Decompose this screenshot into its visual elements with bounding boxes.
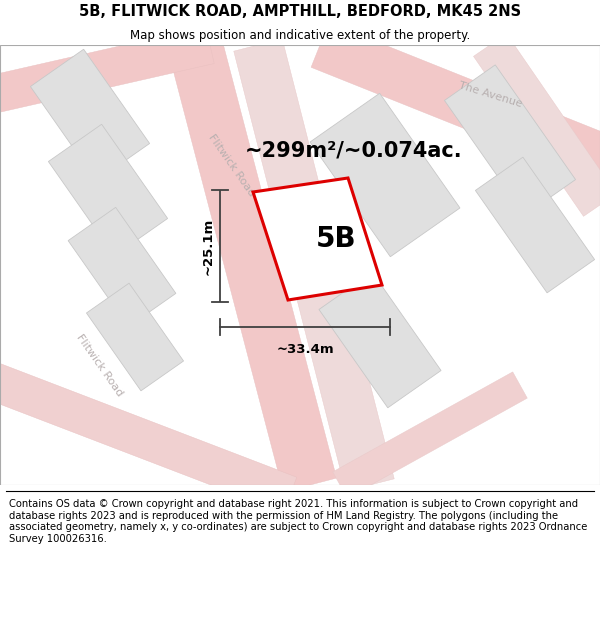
- Polygon shape: [311, 22, 600, 188]
- Polygon shape: [473, 34, 600, 216]
- Text: 5B, FLITWICK ROAD, AMPTHILL, BEDFORD, MK45 2NS: 5B, FLITWICK ROAD, AMPTHILL, BEDFORD, MK…: [79, 4, 521, 19]
- Polygon shape: [475, 157, 595, 293]
- Text: Flitwick Road: Flitwick Road: [207, 132, 257, 198]
- Text: ~33.4m: ~33.4m: [276, 343, 334, 356]
- Polygon shape: [445, 65, 575, 215]
- Text: Flitwick Road: Flitwick Road: [75, 332, 125, 398]
- Polygon shape: [310, 93, 460, 257]
- Text: ~25.1m: ~25.1m: [202, 217, 215, 274]
- Polygon shape: [253, 178, 382, 300]
- Text: Map shows position and indicative extent of the property.: Map shows position and indicative extent…: [130, 29, 470, 42]
- Polygon shape: [234, 39, 394, 491]
- Polygon shape: [169, 38, 337, 492]
- Text: Contains OS data © Crown copyright and database right 2021. This information is : Contains OS data © Crown copyright and d…: [9, 499, 587, 544]
- Polygon shape: [49, 124, 167, 256]
- Polygon shape: [86, 283, 184, 391]
- Polygon shape: [0, 362, 297, 512]
- Polygon shape: [68, 208, 176, 327]
- Polygon shape: [31, 49, 149, 181]
- Text: 5B: 5B: [316, 225, 356, 253]
- Text: The Avenue: The Avenue: [457, 81, 523, 109]
- Polygon shape: [333, 372, 527, 498]
- Polygon shape: [0, 26, 214, 114]
- Text: ~299m²/~0.074ac.: ~299m²/~0.074ac.: [245, 140, 463, 160]
- Polygon shape: [319, 272, 441, 408]
